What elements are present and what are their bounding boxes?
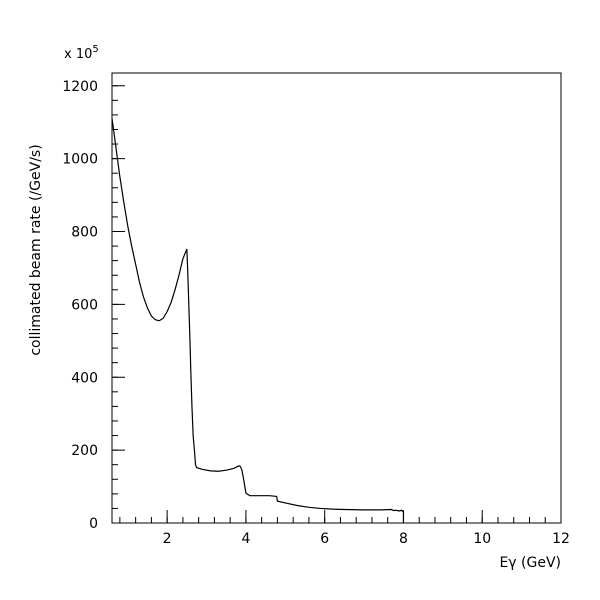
- x-tick-label: 8: [399, 531, 408, 547]
- x-axis-tick-labels: 2 4 6 8 10 12: [163, 531, 570, 547]
- y-tick-label: 600: [71, 297, 98, 313]
- y-tick-label: 800: [71, 225, 98, 241]
- y-axis-ticks: [112, 85, 125, 524]
- y-axis-tick-labels: 0 200 400 600 800 1000 1200: [62, 79, 98, 532]
- plot-frame: [111, 72, 562, 524]
- x-tick-label: 12: [552, 531, 570, 547]
- y-multiplier-exponent: 5: [92, 44, 98, 55]
- x-axis-ticks: [119, 510, 562, 523]
- y-axis-label: collimated beam rate (/GeV/s): [28, 144, 44, 355]
- y-tick-label: 0: [89, 516, 98, 532]
- y-tick-label: 200: [71, 443, 98, 459]
- y-tick-label: 1000: [62, 152, 98, 168]
- x-tick-label: 4: [241, 531, 250, 547]
- x-tick-label: 6: [320, 531, 329, 547]
- series-line: [111, 118, 405, 523]
- x-tick-label: 2: [163, 531, 172, 547]
- y-tick-label: 1200: [62, 79, 98, 95]
- y-multiplier-label: x 105: [64, 44, 99, 62]
- y-tick-label: 400: [71, 370, 98, 386]
- x-tick-label: 10: [473, 531, 491, 547]
- x-axis-label: Eγ (GeV): [499, 555, 561, 571]
